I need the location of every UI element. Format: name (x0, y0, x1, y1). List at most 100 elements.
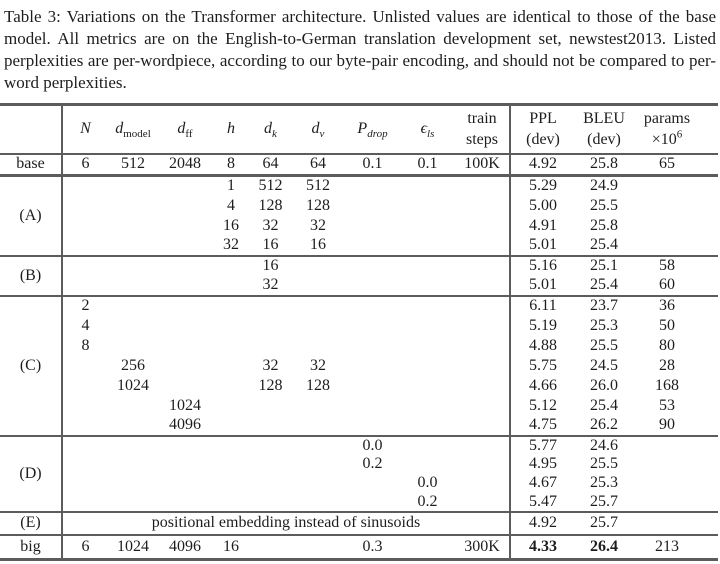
table-cell (291, 493, 345, 512)
table-cell (250, 474, 291, 493)
col-header-d-ff: dff (158, 103, 212, 155)
col-header-p-drop: Pdrop (345, 103, 400, 155)
table-cell (291, 276, 345, 296)
table-cell (400, 216, 455, 236)
table-cell: 168 (655, 376, 679, 394)
table-row: 16 32 32 4.91 25.8 (0, 215, 718, 236)
table-row: (C) 2 6.11 23.7 36 (0, 294, 718, 436)
table-cell (62, 455, 108, 474)
table-cell (400, 276, 455, 296)
table-cell: 4.67 (529, 474, 557, 491)
table-cell: 32 (262, 276, 279, 293)
table-cell (250, 533, 291, 561)
table-cell: 256 (121, 356, 145, 374)
table-cell (400, 236, 455, 256)
table-cell: 4.92 (510, 510, 575, 535)
table-cell (291, 316, 345, 336)
table-cell (108, 236, 158, 256)
col-header-h: h (212, 103, 250, 155)
table-cell: 128 (306, 196, 330, 214)
table-cell: 25.1 (575, 254, 633, 276)
table-cell: 64 (250, 153, 291, 177)
table-cell (158, 356, 212, 376)
table-row: 32 5.01 25.4 60 (0, 275, 718, 296)
table-cell: 26.2 (590, 416, 618, 433)
table-cell: 4.91 (529, 216, 557, 234)
table-row: 256 32 32 5.75 24.5 28 (0, 355, 718, 376)
table-cell: 1024 (117, 376, 149, 394)
table-cell: 25.4 (590, 236, 618, 253)
table-row: (E) positional embedding instead of sinus… (0, 510, 718, 535)
table-cell: 0.0 (417, 474, 438, 491)
table-cell (455, 275, 511, 296)
table-cell (400, 434, 455, 455)
table-cell: 32 (310, 216, 326, 234)
table-cell (62, 174, 108, 196)
table-cell (633, 493, 718, 512)
table-cell: 53 (659, 396, 675, 414)
table-cell: 0.2 (417, 492, 438, 510)
table-cell (291, 294, 345, 316)
table-cell (158, 336, 212, 356)
table-row: big 6 1024 4096 16 0.3 300K 4.33 26.4 213 (0, 533, 718, 561)
table-cell (250, 493, 291, 512)
table-cell (455, 215, 511, 236)
table-cell (455, 355, 511, 376)
table-cell (400, 455, 455, 474)
table-cell (400, 416, 455, 436)
table-cell: 4096 (169, 416, 201, 433)
table-row: 0.2 4.95 25.5 (0, 454, 718, 474)
table-cell: 4.95 (529, 455, 557, 472)
table-cell: 65 (633, 153, 718, 177)
table-cell: 6 (62, 533, 108, 561)
table-cell (455, 375, 511, 396)
table-cell (62, 376, 108, 396)
table-cell (62, 254, 108, 276)
table-cell (345, 416, 400, 436)
row-label: (E) (0, 510, 63, 535)
table-cell (250, 316, 291, 336)
table-cell (158, 455, 212, 474)
col-header-eps-ls: ϵls (400, 103, 455, 155)
table-cell: 24.6 (575, 434, 633, 455)
table-cell (212, 493, 250, 512)
table-cell (108, 276, 158, 296)
col-header-d-v: dv (291, 103, 345, 155)
table-cell (291, 396, 345, 416)
table-cell (108, 493, 158, 512)
table-cell (345, 396, 400, 416)
table-cell: 213 (633, 533, 718, 561)
table-cell: 25.3 (590, 474, 618, 491)
table-row: (B) 16 5.16 25.1 58 (0, 254, 718, 296)
table-cell (400, 316, 455, 336)
table-row: 1024 128 128 4.66 26.0 168 (0, 375, 718, 396)
table-cell: 0.1 (400, 153, 455, 177)
table-cell: 5.16 (510, 254, 575, 276)
row-label: base (0, 153, 63, 177)
table-cell: 58 (633, 254, 718, 276)
table-cell (345, 336, 400, 356)
table-cell: 5.77 (510, 434, 575, 455)
table-row: 1024 5.12 25.4 53 (0, 395, 718, 416)
table-cell: 512 (250, 174, 291, 196)
table-cell: 300K (455, 533, 511, 561)
table-cell: 1024 (169, 396, 201, 414)
table-cell: 128 (258, 376, 283, 394)
table-cell (212, 254, 250, 276)
table-row: (A) 1 512 512 5.29 24.9 (0, 174, 718, 256)
table-cell (212, 416, 250, 436)
table-cell: 24.9 (575, 174, 633, 196)
table-row: 0.2 5.47 25.7 (0, 492, 718, 512)
table-cell (633, 455, 718, 474)
table-cell (158, 174, 212, 196)
table-cell: 0.1 (345, 153, 400, 177)
table-cell (345, 196, 400, 216)
table-cell: 32 (310, 356, 326, 374)
table-cell: 5.01 (529, 276, 557, 293)
table-cell: 5.01 (529, 236, 557, 253)
table-cell (158, 434, 212, 455)
table-cell: 60 (659, 276, 675, 293)
